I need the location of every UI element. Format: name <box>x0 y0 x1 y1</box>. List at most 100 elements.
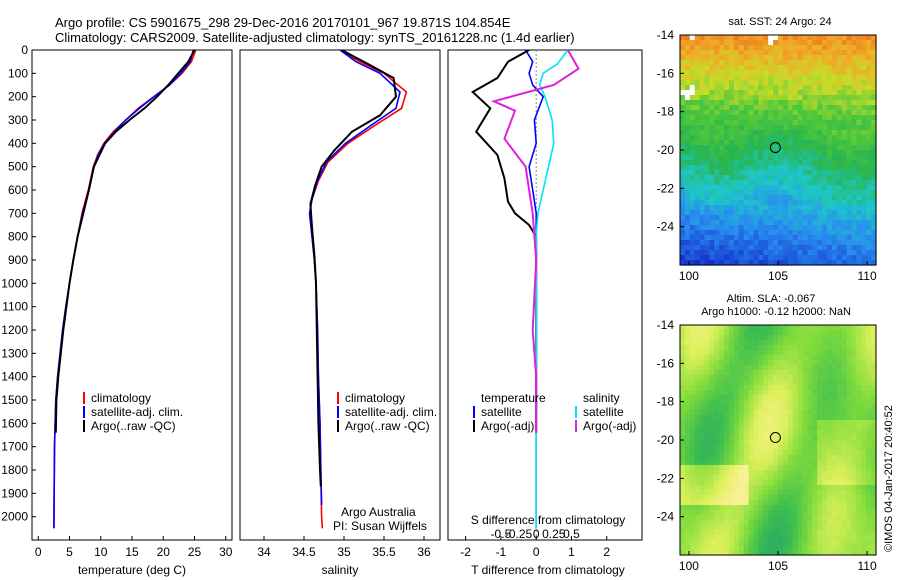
map-cell <box>689 235 696 241</box>
map-cell <box>689 185 696 191</box>
map-cell <box>866 65 872 71</box>
map-cell <box>778 445 784 451</box>
map-cell <box>763 40 769 46</box>
map-cell <box>748 450 755 456</box>
map-cell <box>704 55 710 61</box>
map-cell <box>719 435 725 441</box>
map-cell <box>758 215 764 221</box>
map-cell <box>743 50 750 56</box>
map-cell <box>753 355 759 361</box>
map-cell <box>748 550 755 556</box>
map-cell <box>841 540 848 546</box>
map-cell <box>684 485 691 491</box>
map-cell <box>704 430 710 436</box>
map-cell <box>827 450 833 456</box>
map-cell <box>782 170 789 176</box>
map-cell <box>758 535 764 541</box>
map-cell <box>861 185 867 191</box>
map-cell <box>797 155 804 161</box>
map-cell <box>689 455 696 461</box>
map-cell <box>733 145 740 151</box>
map-cell <box>861 95 867 101</box>
map-cell <box>694 550 701 556</box>
map-cell <box>812 50 818 56</box>
map-cell <box>694 330 701 336</box>
map-cell <box>836 495 843 501</box>
map-cell <box>719 445 725 451</box>
map-cell <box>802 465 808 471</box>
map-cell <box>831 410 838 416</box>
map-cell <box>763 160 769 166</box>
map-cell <box>817 385 823 391</box>
map-cell <box>753 155 759 161</box>
map-cell <box>748 485 755 491</box>
map-cell <box>729 415 735 421</box>
map-cell <box>851 65 857 71</box>
map-cell <box>866 530 872 536</box>
map-cell <box>871 145 877 151</box>
map-cell <box>851 490 857 496</box>
map-cell <box>738 330 745 336</box>
map-cell <box>817 125 823 131</box>
map-cell <box>733 85 740 91</box>
map-cell <box>861 495 867 501</box>
map-cell <box>802 230 808 236</box>
map-cell <box>802 235 808 241</box>
map-cell <box>851 230 857 236</box>
map-cell <box>871 235 877 241</box>
map-cell <box>836 430 843 436</box>
map-cell <box>812 440 818 446</box>
map-cell <box>807 330 813 336</box>
map-cell <box>782 245 789 251</box>
map-cell <box>782 490 789 496</box>
map-cell <box>680 230 686 236</box>
map-cell <box>684 95 691 101</box>
map-cell <box>724 240 730 246</box>
map-cell <box>822 225 828 231</box>
map-cell <box>694 440 701 446</box>
map-cell <box>704 395 710 401</box>
map-cell <box>861 230 867 236</box>
map-cell <box>866 75 872 81</box>
map-cell <box>748 230 755 236</box>
y-tick-label: 0 <box>21 43 28 57</box>
map-cell <box>778 135 784 141</box>
map-cell <box>753 150 759 156</box>
map-cell <box>689 210 696 216</box>
map-cell <box>689 350 696 356</box>
map-cell <box>758 380 764 386</box>
map-cell <box>724 415 730 421</box>
map-cell <box>704 505 710 511</box>
map-cell <box>846 500 853 506</box>
map-cell <box>758 160 764 166</box>
map-cell <box>807 340 813 346</box>
map-cell <box>841 50 848 56</box>
map-cell <box>778 400 784 406</box>
map-cell <box>782 350 789 356</box>
map-cell <box>822 180 828 186</box>
map-cell <box>841 460 848 466</box>
map-cell <box>768 40 774 46</box>
map-cell <box>753 45 759 51</box>
map-cell <box>802 70 808 76</box>
map-cell <box>763 415 769 421</box>
map-cell <box>694 335 701 341</box>
map-cell <box>719 100 725 106</box>
map-cell <box>684 205 691 211</box>
map-cell <box>704 510 710 516</box>
map-cell <box>871 365 877 371</box>
map-cell <box>827 120 833 126</box>
map-cell <box>851 180 857 186</box>
map-cell <box>856 55 862 61</box>
map-cell <box>729 200 735 206</box>
map-cell <box>743 165 750 171</box>
map-cell <box>694 345 701 351</box>
map-cell <box>743 345 750 351</box>
map-cell <box>831 160 838 166</box>
map-cell <box>758 230 764 236</box>
map-cell <box>836 40 843 46</box>
map-cell <box>758 335 764 341</box>
map-cell <box>856 170 862 176</box>
map-cell <box>743 350 750 356</box>
map-cell <box>699 90 706 96</box>
